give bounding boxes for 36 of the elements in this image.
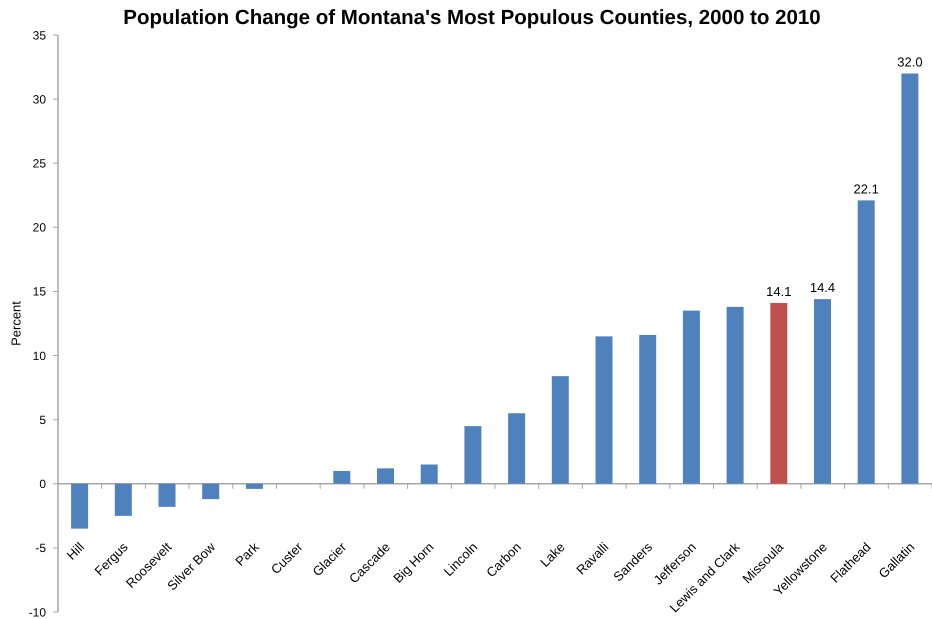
bar xyxy=(682,310,700,484)
y-tick-label: 35 xyxy=(32,28,46,42)
y-tick-label: -5 xyxy=(35,541,46,556)
y-tick-label: 30 xyxy=(32,92,46,106)
y-tick-label: -10 xyxy=(28,605,46,619)
y-tick-label: 25 xyxy=(32,156,46,170)
bar xyxy=(726,306,744,484)
bar xyxy=(770,302,788,484)
data-label: 14.4 xyxy=(810,280,836,296)
bar xyxy=(246,484,263,489)
y-tick-label: 20 xyxy=(32,220,46,235)
y-tick-label: 10 xyxy=(32,348,46,363)
chart-title: Population Change of Montana's Most Populous Counties, 2000 to 2010 xyxy=(122,6,822,30)
x-tick-label: Hill xyxy=(63,539,87,562)
data-label: 32.0 xyxy=(897,54,923,70)
bar xyxy=(552,376,569,484)
bar xyxy=(858,200,875,484)
bar xyxy=(71,484,88,529)
bar xyxy=(901,73,918,484)
bar xyxy=(814,299,832,484)
y-tick-label: 0 xyxy=(39,477,46,492)
bar xyxy=(377,468,394,484)
bar xyxy=(464,426,482,484)
bar xyxy=(202,484,220,500)
bar xyxy=(639,335,656,484)
bar xyxy=(333,470,350,484)
bar xyxy=(596,336,613,484)
bar xyxy=(508,413,526,484)
bar xyxy=(114,484,132,516)
bar xyxy=(420,464,438,484)
data-label: 14.1 xyxy=(766,284,792,299)
y-tick-label: 5 xyxy=(39,412,46,427)
data-label: 22.1 xyxy=(854,181,879,196)
y-tick-label: 15 xyxy=(32,284,46,299)
y-axis-title: Percent xyxy=(8,300,24,346)
bar xyxy=(158,484,176,507)
